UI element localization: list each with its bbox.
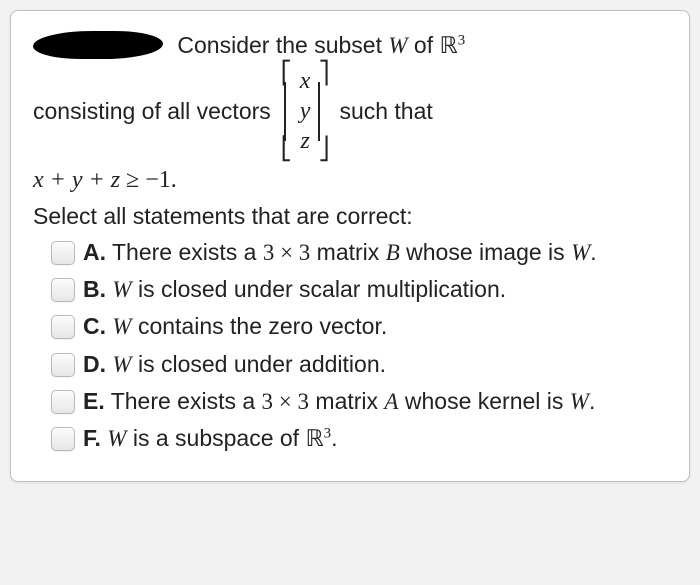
bracket-left: ⎡⎣ (281, 64, 292, 158)
option-a-text: A. There exists a 3 × 3 matrix B whose i… (83, 236, 667, 269)
option-d-text: D. W is closed under addition. (83, 348, 667, 381)
option-e-text: E. There exists a 3 × 3 matrix A whose k… (83, 385, 667, 418)
checkbox-f[interactable] (51, 427, 75, 451)
options-list: A. There exists a 3 × 3 matrix B whose i… (33, 236, 667, 455)
ineq-op: ≥ (126, 167, 139, 193)
vec-z: z (300, 126, 309, 156)
intro-text-1: Consider the subset (177, 32, 388, 58)
option-b-text: B. W is closed under scalar multiplicati… (83, 273, 667, 306)
checkbox-b[interactable] (51, 278, 75, 302)
intro-R: ℝ3 (439, 33, 465, 58)
column-vector: ⎡⎣ x y z ⎤⎦ (281, 64, 330, 158)
checkbox-e[interactable] (51, 390, 75, 414)
option-d: D. W is closed under addition. (51, 348, 667, 381)
intro-line: Consider the subset W of ℝ3 (33, 29, 667, 62)
option-f: F. W is a subspace of ℝ3. (51, 422, 667, 455)
vector-lead: consisting of all vectors (33, 95, 271, 127)
question-card: Consider the subset W of ℝ3 consisting o… (10, 10, 690, 482)
prompt-text: Select all statements that are correct: (33, 200, 667, 232)
intro-W: W (388, 33, 407, 58)
vec-y: y (300, 96, 311, 126)
vector-entries: x y z (292, 64, 319, 158)
vector-tail: such that (339, 95, 432, 127)
option-c: C. W contains the zero vector. (51, 310, 667, 343)
option-a: A. There exists a 3 × 3 matrix B whose i… (51, 236, 667, 269)
ineq-lhs: x + y + z (33, 167, 120, 193)
redaction-scribble (33, 31, 163, 59)
option-f-text: F. W is a subspace of ℝ3. (83, 422, 667, 455)
option-e: E. There exists a 3 × 3 matrix A whose k… (51, 385, 667, 418)
intro-of: of (414, 32, 440, 58)
bracket-right: ⎤⎦ (318, 64, 329, 158)
checkbox-c[interactable] (51, 315, 75, 339)
inequality-line: x + y + z ≥ −1. (33, 164, 667, 198)
checkbox-a[interactable] (51, 241, 75, 265)
option-c-text: C. W contains the zero vector. (83, 310, 667, 343)
checkbox-d[interactable] (51, 353, 75, 377)
vector-line: consisting of all vectors ⎡⎣ x y z ⎤⎦ su… (33, 64, 667, 158)
vec-x: x (300, 66, 311, 96)
option-b: B. W is closed under scalar multiplicati… (51, 273, 667, 306)
ineq-rhs: −1. (145, 167, 177, 193)
